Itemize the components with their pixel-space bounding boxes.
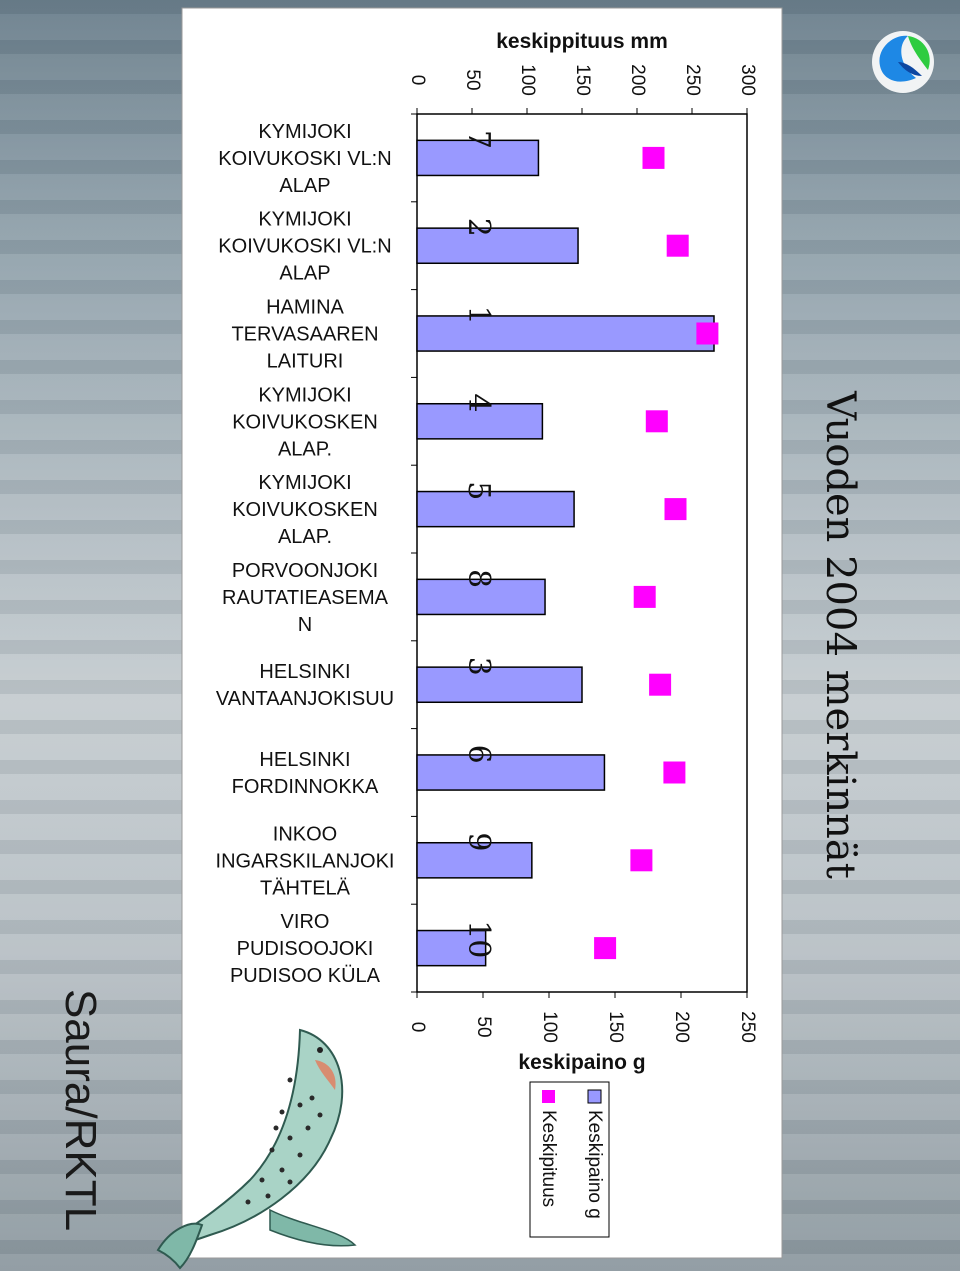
marker-keskipituus (630, 849, 653, 872)
length-tick-label: 250 (682, 64, 703, 96)
category-label: TERVASAAREN (231, 324, 378, 346)
legend-swatch-marker (542, 1090, 555, 1103)
weight-tick-label: 100 (539, 1011, 560, 1043)
category-label: PUDISOO KÜLA (230, 965, 381, 987)
weight-tick-label: 50 (473, 1016, 494, 1037)
category-label: ALAP. (278, 438, 332, 460)
marker-keskipituus (642, 146, 665, 169)
length-tick-label: 100 (517, 64, 538, 96)
marker-keskipituus (666, 234, 689, 257)
data-label: 8 (461, 569, 496, 588)
weight-axis-title: keskipaino g (518, 1051, 645, 1074)
category-label: KOIVUKOSKI VL:N (218, 236, 391, 258)
category-label: INKOO (273, 823, 337, 845)
bar-keskipaino (416, 929, 487, 967)
category-label: HAMINA (266, 297, 344, 319)
category-label: KOIVUKOSKI VL:N (218, 148, 391, 170)
category-label: ALAP (279, 263, 330, 285)
category-label: RAUTATIEASEMA (222, 587, 389, 609)
category-label: PORVOONJOKI (232, 560, 378, 582)
bar-keskipaino (416, 754, 606, 791)
bar-keskipaino (416, 578, 546, 616)
marker-keskipituus (594, 937, 617, 960)
data-label: 2 (461, 218, 496, 237)
legend-swatch-bar (587, 1089, 602, 1104)
bar-keskipaino (416, 227, 579, 265)
bar-keskipaino (416, 139, 540, 177)
data-label: 5 (461, 481, 496, 500)
marker-keskipituus (645, 410, 668, 433)
category-label: PUDISOOJOKI (237, 938, 374, 960)
length-tick-label: 300 (737, 64, 758, 96)
category-label: TÄHTELÄ (260, 877, 351, 899)
length-tick-label: 200 (627, 64, 648, 96)
length-tick-label: 150 (572, 64, 593, 96)
category-label: KYMIJOKI (258, 121, 351, 143)
data-label: 7 (461, 130, 496, 149)
marker-keskipituus (663, 761, 686, 784)
bar-keskipaino (416, 841, 533, 879)
category-label: N (298, 614, 312, 636)
weight-tick-label: 250 (737, 1011, 758, 1043)
logo-icon (872, 31, 934, 93)
marker-keskipituus (633, 585, 656, 608)
legend-label-keskipituus: Keskipituus (538, 1110, 559, 1207)
length-tick-label: 0 (407, 75, 428, 86)
bar-keskipaino (416, 490, 575, 528)
marker-keskipituus (696, 322, 719, 345)
data-label: 4 (461, 393, 496, 412)
category-label: ALAP (279, 175, 330, 197)
category-label: VIRO (281, 911, 330, 933)
bar-keskipaino (416, 666, 583, 704)
weight-tick-label: 150 (605, 1011, 626, 1043)
data-label: 9 (461, 832, 496, 851)
salmon-illustration (156, 1028, 357, 1270)
marker-keskipituus (649, 673, 672, 696)
category-label: KYMIJOKI (258, 472, 351, 494)
marker-keskipituus (664, 498, 687, 521)
category-label: HELSINKI (259, 661, 350, 683)
data-label: 1 (461, 306, 496, 325)
length-tick-label: 50 (462, 69, 483, 90)
bar-keskipaino (416, 402, 544, 440)
category-label: KYMIJOKI (258, 384, 351, 406)
category-label: VANTAANJOKISUU (216, 688, 394, 710)
category-label: INGARSKILANJOKI (216, 850, 395, 872)
category-label: FORDINNOKKA (232, 776, 379, 798)
category-label: LAITURI (267, 351, 344, 373)
category-label: KOIVUKOSKEN (232, 411, 378, 433)
legend-box (529, 1081, 610, 1238)
category-label: KYMIJOKI (258, 209, 351, 231)
length-axis-title: keskippituus mm (496, 30, 668, 53)
category-label: ALAP. (278, 526, 332, 548)
data-label: 6 (461, 745, 496, 764)
data-label: 3 (461, 657, 496, 676)
data-label: 10 (461, 920, 496, 958)
weight-tick-label: 200 (671, 1011, 692, 1043)
category-label: KOIVUKOSKEN (232, 499, 378, 521)
weight-tick-label: 0 (407, 1022, 428, 1033)
legend-label-keskipaino: Keskipaino g (584, 1110, 605, 1219)
category-label: HELSINKI (259, 749, 350, 771)
